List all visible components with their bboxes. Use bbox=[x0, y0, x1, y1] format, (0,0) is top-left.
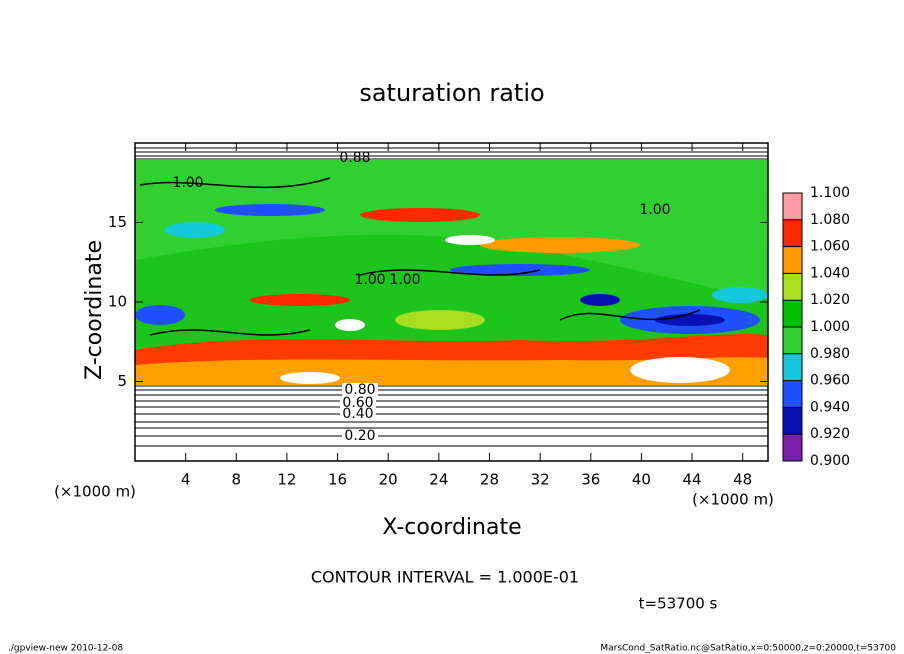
x-tick-label: 4 bbox=[181, 471, 191, 489]
colorbar-label: 0.900 bbox=[810, 453, 850, 469]
field-patch bbox=[360, 208, 480, 222]
colorbar-band bbox=[783, 300, 802, 327]
field-patch bbox=[135, 305, 185, 325]
x-tick-label: 16 bbox=[328, 471, 347, 489]
colorbar-label: 1.080 bbox=[810, 212, 850, 228]
field-patch bbox=[395, 310, 485, 330]
contour-label-bg bbox=[340, 396, 376, 410]
colorbar-label: 1.000 bbox=[810, 319, 850, 335]
field-patch bbox=[580, 294, 620, 306]
field-patch bbox=[165, 222, 225, 238]
contour-label: 1.00 bbox=[172, 175, 203, 191]
colorbar-band bbox=[783, 246, 802, 274]
field-patch bbox=[450, 264, 590, 276]
field-patch bbox=[250, 294, 350, 306]
colorbar-label: 0.980 bbox=[810, 346, 850, 362]
field-patch bbox=[335, 319, 365, 331]
chart-title: saturation ratio bbox=[359, 79, 544, 107]
field-patch bbox=[480, 237, 640, 253]
contour-label: 1.00 bbox=[639, 202, 670, 218]
field-patch bbox=[280, 372, 340, 384]
contour-label: 0.20 bbox=[344, 428, 375, 444]
colorbar-band bbox=[783, 353, 802, 381]
colorbar-band bbox=[783, 327, 802, 354]
colorbar-label: 0.940 bbox=[810, 399, 850, 415]
colorbar-band bbox=[783, 407, 802, 435]
y-tick-label: 15 bbox=[108, 213, 127, 231]
x-unit: (×1000 m) bbox=[692, 491, 774, 509]
colorbar-label: 0.920 bbox=[810, 426, 850, 442]
x-tick-label: 8 bbox=[232, 471, 242, 489]
x-tick-label: 48 bbox=[733, 471, 752, 489]
x-tick-label: 40 bbox=[632, 471, 651, 489]
x-tick-label: 28 bbox=[480, 471, 499, 489]
field-patch bbox=[712, 287, 768, 303]
colorbar-band bbox=[783, 193, 802, 220]
contour-label-bg bbox=[342, 383, 378, 397]
colorbar-label: 1.060 bbox=[810, 239, 850, 255]
x-axis-label: X-coordinate bbox=[382, 515, 521, 540]
contour-line bbox=[139, 177, 701, 336]
y-tick-label: 5 bbox=[117, 372, 127, 390]
time-label: t=53700 s bbox=[639, 595, 718, 613]
field-patch bbox=[445, 235, 495, 245]
colorbar-frame bbox=[782, 192, 803, 462]
x-tick-label: 20 bbox=[379, 471, 398, 489]
field-patch bbox=[630, 357, 730, 383]
colorbar-band bbox=[783, 219, 802, 247]
contour-label: 1.00 bbox=[389, 272, 420, 288]
contour-interval: CONTOUR INTERVAL = 1.000E-01 bbox=[311, 568, 579, 587]
contour-label-bg bbox=[340, 407, 376, 421]
colorbar-band bbox=[783, 434, 802, 461]
colorbar-label: 1.040 bbox=[810, 265, 850, 281]
x-tick-label: 36 bbox=[581, 471, 600, 489]
colorbar-label: 1.100 bbox=[810, 185, 850, 201]
field-patch bbox=[215, 204, 325, 216]
y-axis-label: Z-coordinate bbox=[82, 240, 107, 380]
colorbar-label: 1.020 bbox=[810, 292, 850, 308]
footer-right: MarsCond_SatRatio.nc@SatRatio,x=0:50000,… bbox=[600, 644, 896, 654]
x-tick-label: 12 bbox=[277, 471, 296, 489]
y-unit: (×1000 m) bbox=[54, 483, 136, 501]
field-patch bbox=[655, 314, 725, 326]
footer-left: ./gpview-new 2010-12-08 bbox=[8, 644, 123, 654]
contour-label: 0.40 bbox=[342, 406, 373, 422]
colorbar-band bbox=[783, 273, 802, 301]
contour-label-bg bbox=[342, 429, 378, 443]
colorbar-band bbox=[783, 380, 802, 408]
y-tick-label: 10 bbox=[108, 293, 127, 311]
contour-label: 0.88 bbox=[339, 150, 370, 166]
contour-label: 1.00 bbox=[354, 272, 385, 288]
x-tick-label: 32 bbox=[531, 471, 550, 489]
x-tick-label: 24 bbox=[429, 471, 448, 489]
contour-label: 0.80 bbox=[344, 382, 375, 398]
field bbox=[135, 143, 768, 461]
colorbar-label: 0.960 bbox=[810, 373, 850, 389]
x-tick-label: 44 bbox=[682, 471, 701, 489]
